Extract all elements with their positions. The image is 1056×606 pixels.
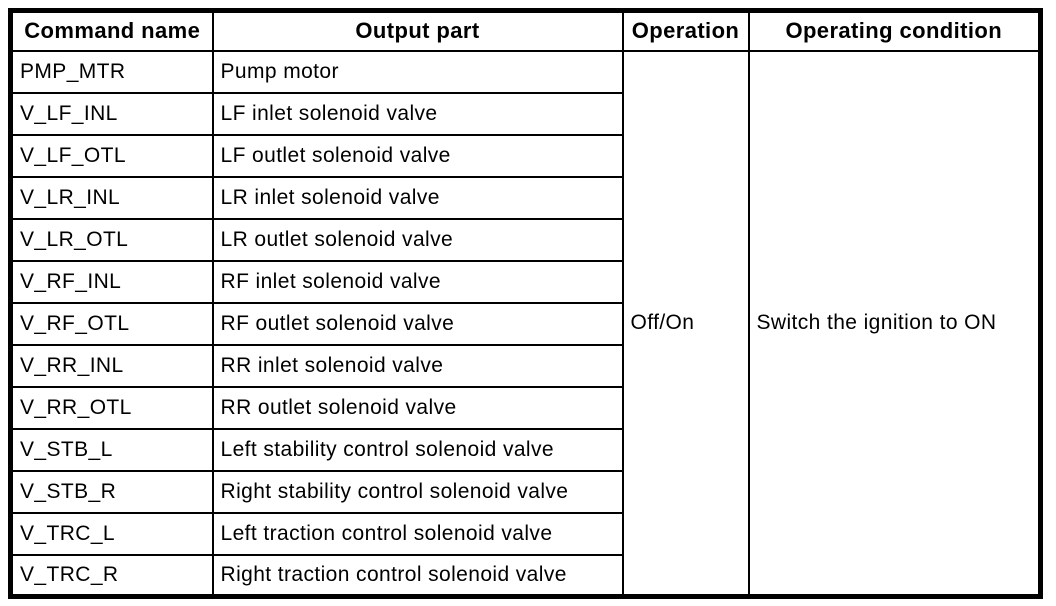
active-test-spec-table: Command name Output part Operation Opera… (8, 8, 1043, 599)
table-row: V_RR_INL RR inlet solenoid valve (9, 343, 1041, 388)
command-name-cell: V_STB_R (9, 469, 214, 514)
operation-cell: Off/On (621, 49, 750, 598)
command-name-cell: V_RF_OTL (9, 301, 214, 346)
output-part-cell: Right traction control solenoid valve (211, 553, 624, 598)
command-name-cell: V_STB_L (9, 427, 214, 472)
command-name-cell: PMP_MTR (9, 49, 214, 94)
header-command-name: Command name (9, 9, 214, 52)
table-row: V_TRC_R Right traction control solenoid … (9, 553, 1041, 598)
table-header: Command name Output part Operation Opera… (9, 9, 1042, 52)
table-row: V_RF_OTL RF outlet solenoid valve (9, 301, 1041, 346)
table-row: V_LF_INL LF inlet solenoid valve (9, 91, 1041, 136)
table-row: V_STB_R Right stability control solenoid… (9, 469, 1041, 514)
operating-condition-cell: Switch the ignition to ON (747, 49, 1042, 598)
table-row: V_RR_OTL RR outlet solenoid valve (9, 385, 1041, 430)
command-name-cell: V_LR_INL (9, 175, 214, 220)
output-part-cell: RR outlet solenoid valve (211, 385, 624, 430)
output-part-cell: Left traction control solenoid valve (211, 511, 624, 556)
header-row: Command name Output part Operation Opera… (9, 9, 1042, 52)
table-row: V_STB_L Left stability control solenoid … (9, 427, 1041, 472)
command-name-cell: V_RR_OTL (9, 385, 214, 430)
output-part-cell: RF outlet solenoid valve (211, 301, 624, 346)
command-name-cell: V_LF_OTL (9, 133, 214, 178)
command-name-cell: V_LR_OTL (9, 217, 214, 262)
command-name-cell: V_RF_INL (9, 259, 214, 304)
output-part-cell: Right stability control solenoid valve (211, 469, 624, 514)
table-row: V_LR_INL LR inlet solenoid valve (9, 175, 1041, 220)
header-output-part: Output part (211, 9, 624, 52)
table-row: V_RF_INL RF inlet solenoid valve (9, 259, 1041, 304)
output-part-cell: LR outlet solenoid valve (211, 217, 624, 262)
table-row: V_LF_OTL LF outlet solenoid valve (9, 133, 1041, 178)
command-name-cell: V_LF_INL (9, 91, 214, 136)
command-name-cell: V_RR_INL (9, 343, 214, 388)
table-row: PMP_MTR Pump motor Off/On Switch the ign… (9, 49, 1042, 598)
table-row: V_LR_OTL LR outlet solenoid valve (9, 217, 1041, 262)
output-part-cell: LR inlet solenoid valve (211, 175, 624, 220)
header-operation: Operation (621, 9, 750, 52)
table-body: PMP_MTR Pump motor Off/On Switch the ign… (9, 49, 1042, 598)
command-name-cell: V_TRC_R (9, 553, 214, 598)
header-operating-condition: Operating condition (747, 9, 1042, 52)
table-row: V_TRC_L Left traction control solenoid v… (9, 511, 1041, 556)
output-part-cell: Pump motor (211, 49, 624, 94)
command-name-cell: V_TRC_L (9, 511, 214, 556)
output-part-cell: RF inlet solenoid valve (211, 259, 624, 304)
output-part-cell: RR inlet solenoid valve (211, 343, 624, 388)
output-part-cell: LF outlet solenoid valve (211, 133, 624, 178)
output-part-cell: Left stability control solenoid valve (211, 427, 624, 472)
output-part-cell: LF inlet solenoid valve (211, 91, 624, 136)
